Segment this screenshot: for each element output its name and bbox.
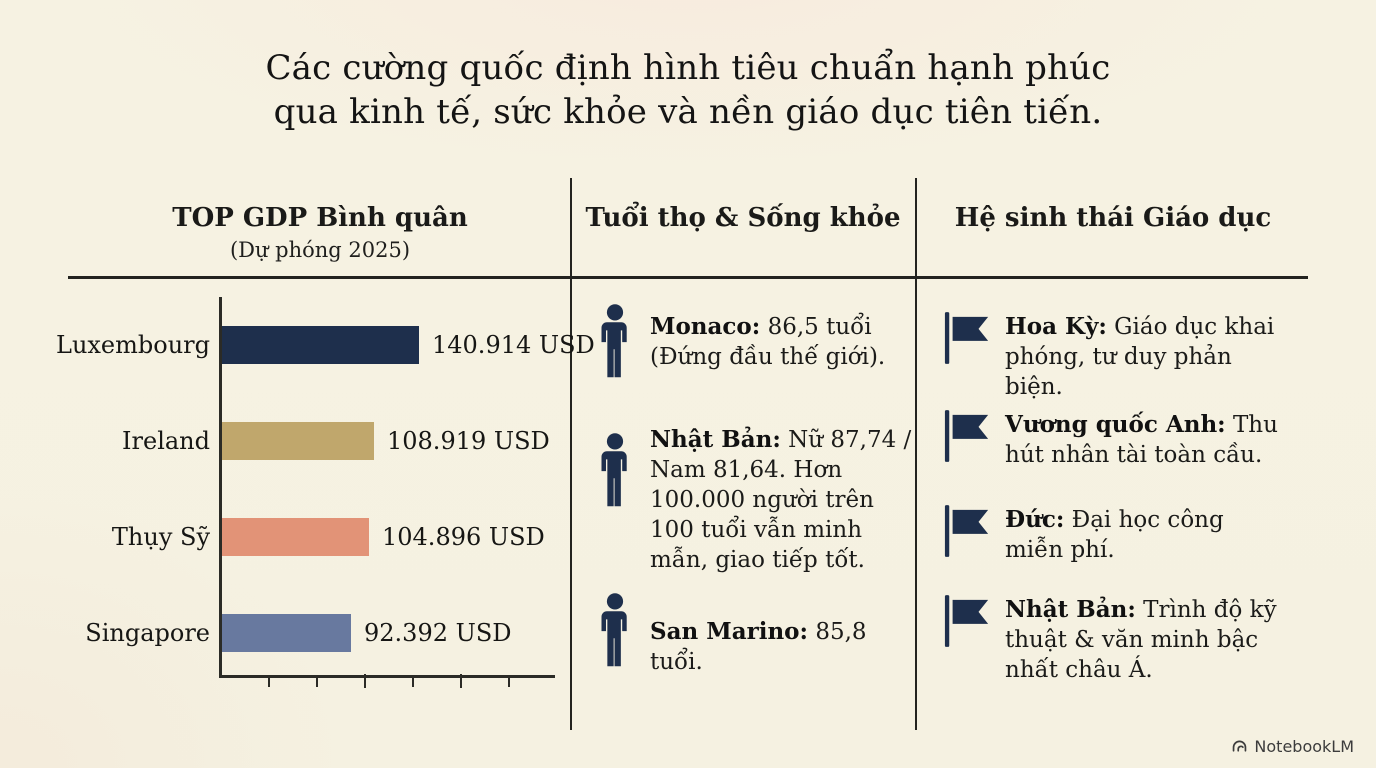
item-lead: Hoa Kỳ:	[1005, 313, 1107, 340]
bar-value: 92.392 USD	[364, 619, 512, 647]
bar-row: 104.896 USD	[222, 518, 545, 556]
education-column-header: Hệ sinh thái Giáo dục	[954, 203, 1272, 233]
item-body: Nữ 87,74 / Nam 81,64. Hơn 100.000 người …	[650, 427, 912, 573]
item-body: 86,5 tuổi (Đứng đầu thế giới).	[650, 314, 886, 370]
notebooklm-icon	[1233, 740, 1247, 752]
x-axis-tick	[364, 674, 366, 688]
item-body: 85,8 tuổi.	[650, 619, 867, 675]
x-axis-tick	[316, 678, 318, 687]
x-axis	[219, 675, 555, 678]
bar-luxembourg	[222, 326, 419, 364]
item-lead: Đức:	[1005, 506, 1065, 533]
gdp-column-header: TOP GDP Bình quân	[172, 203, 468, 233]
bar-row: 108.919 USD	[222, 422, 550, 460]
flag-icon	[944, 595, 989, 647]
item-body: Đại học công miễn phí.	[1005, 507, 1224, 563]
bar-value: 140.914 USD	[432, 331, 595, 359]
bar-value: 104.896 USD	[382, 523, 545, 551]
flag-icon	[944, 410, 989, 462]
longevity-item-san-marino: San Marino: 85,8 tuổi.	[650, 617, 916, 677]
person-icon	[601, 433, 627, 507]
item-lead: Nhật Bản:	[650, 426, 781, 453]
person-icon	[601, 593, 627, 667]
x-axis-tick	[460, 674, 462, 688]
item-lead: Nhật Bản:	[1005, 596, 1136, 623]
item-lead: San Marino:	[650, 618, 809, 645]
item-lead: Vương quốc Anh:	[1005, 411, 1226, 438]
flag-icon	[944, 312, 989, 364]
bar-value: 108.919 USD	[387, 427, 550, 455]
bar-singapore	[222, 614, 351, 652]
x-axis-tick	[508, 678, 510, 687]
education-item-usa: Hoa Kỳ: Giáo dục khai phóng, tư duy phản…	[1005, 312, 1285, 402]
bar-row: 140.914 USD	[222, 326, 595, 364]
item-body: Thu hút nhân tài toàn cầu.	[1005, 412, 1278, 468]
education-item-uk: Vương quốc Anh: Thu hút nhân tài toàn cầ…	[1005, 410, 1285, 470]
item-body: Giáo dục khai phóng, tư duy phản biện.	[1005, 314, 1275, 400]
bar-ireland	[222, 422, 374, 460]
person-icon	[601, 304, 627, 378]
y-axis	[219, 297, 222, 678]
education-item-japan: Nhật Bản: Trình độ kỹ thuật & văn minh b…	[1005, 595, 1285, 685]
page-title-line2: qua kinh tế, sức khỏe và nền giáo dục ti…	[273, 92, 1103, 132]
bar-thuy-sy	[222, 518, 369, 556]
page-title: Các cường quốc định hình tiêu chuẩn hạnh…	[0, 46, 1376, 134]
page-title-line1: Các cường quốc định hình tiêu chuẩn hạnh…	[265, 48, 1111, 88]
notebooklm-label: NotebookLM	[1254, 737, 1354, 756]
divider-col1-col2	[570, 178, 572, 730]
flag-icon	[944, 505, 989, 557]
bar-row: 92.392 USD	[222, 614, 512, 652]
bar-label-thuy-sy: Thụy Sỹ	[111, 523, 210, 551]
bar-label-singapore: Singapore	[85, 619, 210, 647]
item-body: Trình độ kỹ thuật & văn minh bậc nhất ch…	[1005, 597, 1277, 683]
longevity-column-header: Tuổi thọ & Sống khỏe	[585, 203, 901, 233]
longevity-item-monaco: Monaco: 86,5 tuổi (Đứng đầu thế giới).	[650, 312, 912, 372]
education-item-germany: Đức: Đại học công miễn phí.	[1005, 505, 1285, 565]
gdp-column-subheader: (Dự phóng 2025)	[229, 238, 411, 262]
divider-col2-col3	[915, 178, 917, 730]
item-lead: Monaco:	[650, 313, 761, 340]
bar-label-ireland: Ireland	[122, 427, 210, 455]
x-axis-tick	[268, 678, 270, 687]
header-underline	[68, 276, 1308, 279]
longevity-item-japan: Nhật Bản: Nữ 87,74 / Nam 81,64. Hơn 100.…	[650, 425, 916, 575]
x-axis-tick	[412, 678, 414, 687]
bar-label-luxembourg: Luxembourg	[56, 331, 210, 359]
notebooklm-brand: NotebookLM	[1231, 737, 1354, 756]
